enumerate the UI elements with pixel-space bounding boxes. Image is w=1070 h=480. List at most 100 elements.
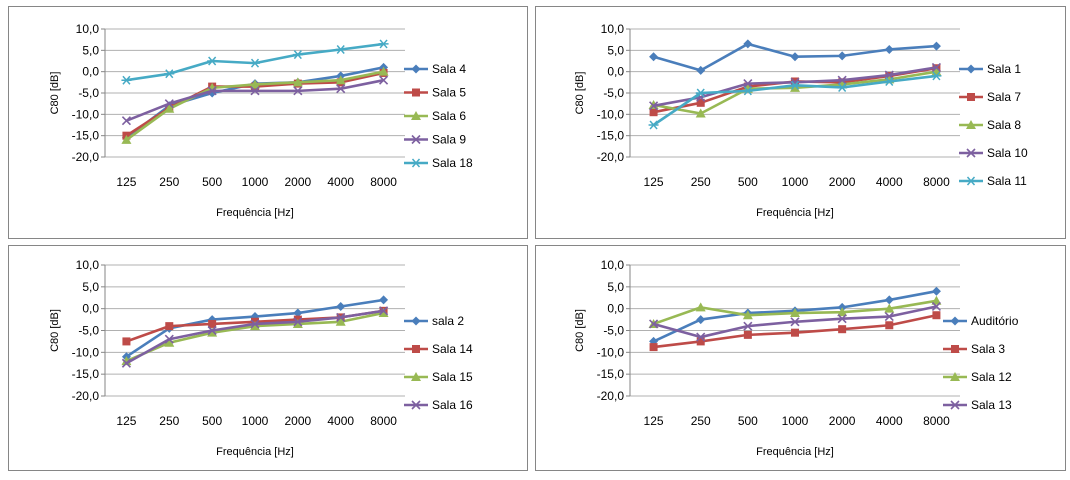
legend-label: Sala 16	[432, 398, 473, 412]
y-tick-label: 5,0	[82, 43, 99, 57]
data-point	[649, 343, 658, 352]
y-axis-title: C80 [dB]	[574, 72, 586, 115]
legend-item: Sala 18	[404, 156, 473, 170]
legend-marker	[411, 64, 421, 74]
legend-label: Sala 13	[971, 398, 1012, 412]
y-tick-label: -10,0	[597, 345, 625, 359]
legend-marker	[967, 93, 975, 101]
series-2	[649, 311, 941, 352]
data-point	[696, 337, 705, 346]
x-tick-label: 4000	[327, 175, 354, 189]
x-tick-label: 1000	[242, 175, 269, 189]
y-tick-label: -20,0	[72, 389, 100, 403]
data-point	[837, 82, 848, 92]
data-point	[250, 321, 260, 331]
legend-marker	[950, 400, 960, 410]
legend-item: Sala 14	[404, 342, 473, 356]
data-point	[335, 75, 346, 85]
data-point	[292, 318, 303, 328]
y-tick-label: -10,0	[597, 107, 625, 121]
x-axis-title: Frequência [Hz]	[756, 207, 834, 219]
legend-label: Sala 11	[987, 174, 1027, 188]
data-point	[837, 51, 847, 61]
legend-item: Sala 12	[943, 370, 1012, 384]
data-point	[931, 41, 941, 51]
x-axis-title: Frequência [Hz]	[756, 446, 834, 458]
data-point	[165, 322, 174, 331]
data-point	[790, 308, 800, 318]
legend-marker	[411, 400, 421, 410]
y-tick-label: -10,0	[72, 107, 100, 121]
data-point	[293, 308, 303, 318]
legend-marker	[950, 372, 960, 381]
data-point	[121, 75, 132, 85]
data-point	[378, 39, 389, 49]
data-point	[250, 319, 260, 329]
data-point	[378, 308, 389, 318]
data-point	[378, 66, 389, 76]
data-point	[292, 50, 303, 60]
legend-label: sala 2	[432, 314, 464, 328]
x-tick-label: 125	[116, 175, 136, 189]
y-tick-label: -15,0	[72, 367, 100, 381]
data-point	[837, 75, 847, 85]
legend-marker	[966, 64, 976, 74]
x-tick-label: 2000	[829, 414, 856, 428]
legend-marker	[411, 372, 421, 381]
y-tick-label: -20,0	[597, 150, 625, 164]
data-point	[164, 337, 175, 347]
x-axis-title: Frequência [Hz]	[216, 207, 294, 219]
data-point	[379, 75, 389, 85]
data-point	[742, 86, 753, 96]
y-tick-label: 5,0	[607, 43, 624, 57]
data-point	[790, 52, 800, 62]
data-point	[648, 120, 659, 130]
x-tick-label: 2000	[285, 175, 312, 189]
legend-label: Sala 3	[971, 342, 1005, 356]
data-point	[250, 58, 260, 68]
y-tick-label: -15,0	[72, 129, 100, 143]
data-point	[336, 312, 346, 322]
legend-item: Sala 11	[959, 174, 1027, 188]
data-point	[696, 315, 706, 325]
data-point	[164, 103, 175, 113]
chart-border	[535, 6, 1066, 239]
y-tick-label: -15,0	[597, 129, 625, 143]
y-tick-label: 5,0	[607, 280, 624, 294]
legend-marker	[951, 345, 959, 353]
x-tick-label: 250	[159, 175, 179, 189]
legend-label: Sala 15	[432, 370, 473, 384]
data-point	[931, 286, 941, 296]
data-point	[837, 307, 848, 317]
x-tick-label: 1000	[782, 175, 809, 189]
legend-marker	[411, 158, 421, 168]
legend-item: Sala 7	[959, 90, 1021, 104]
data-point	[335, 316, 346, 326]
x-tick-label: 500	[202, 414, 222, 428]
data-point	[207, 325, 217, 336]
data-point	[336, 301, 346, 311]
data-point	[164, 334, 174, 344]
legend-label: Sala 8	[987, 118, 1021, 132]
y-tick-label: -10,0	[72, 345, 100, 359]
legend-marker	[966, 176, 976, 186]
legend-label: Sala 4	[432, 62, 466, 76]
x-tick-label: 8000	[923, 175, 950, 189]
chart-1: 10,0 5,0 0,0 -5,0 -10,0 -15,0 -20,0 125 250 500 10…	[8, 6, 528, 239]
x-tick-label: 500	[202, 175, 222, 189]
y-axis-title: C80 [dB]	[49, 309, 61, 352]
data-point	[649, 319, 659, 329]
series-3	[121, 66, 389, 144]
chart-3: 10,0 5,0 0,0 -5,0 -10,0 -15,0 -20,0 125 250 500 10…	[8, 245, 528, 471]
legend-label: Sala 14	[432, 342, 473, 356]
data-point	[164, 69, 175, 79]
y-tick-label: -20,0	[597, 389, 625, 403]
legend-item: Sala 3	[943, 342, 1005, 356]
data-point	[931, 71, 942, 81]
legend-item: Sala 16	[404, 398, 473, 412]
series-4	[649, 301, 941, 342]
data-point	[884, 76, 895, 86]
y-axis-title: C80 [dB]	[49, 72, 61, 115]
